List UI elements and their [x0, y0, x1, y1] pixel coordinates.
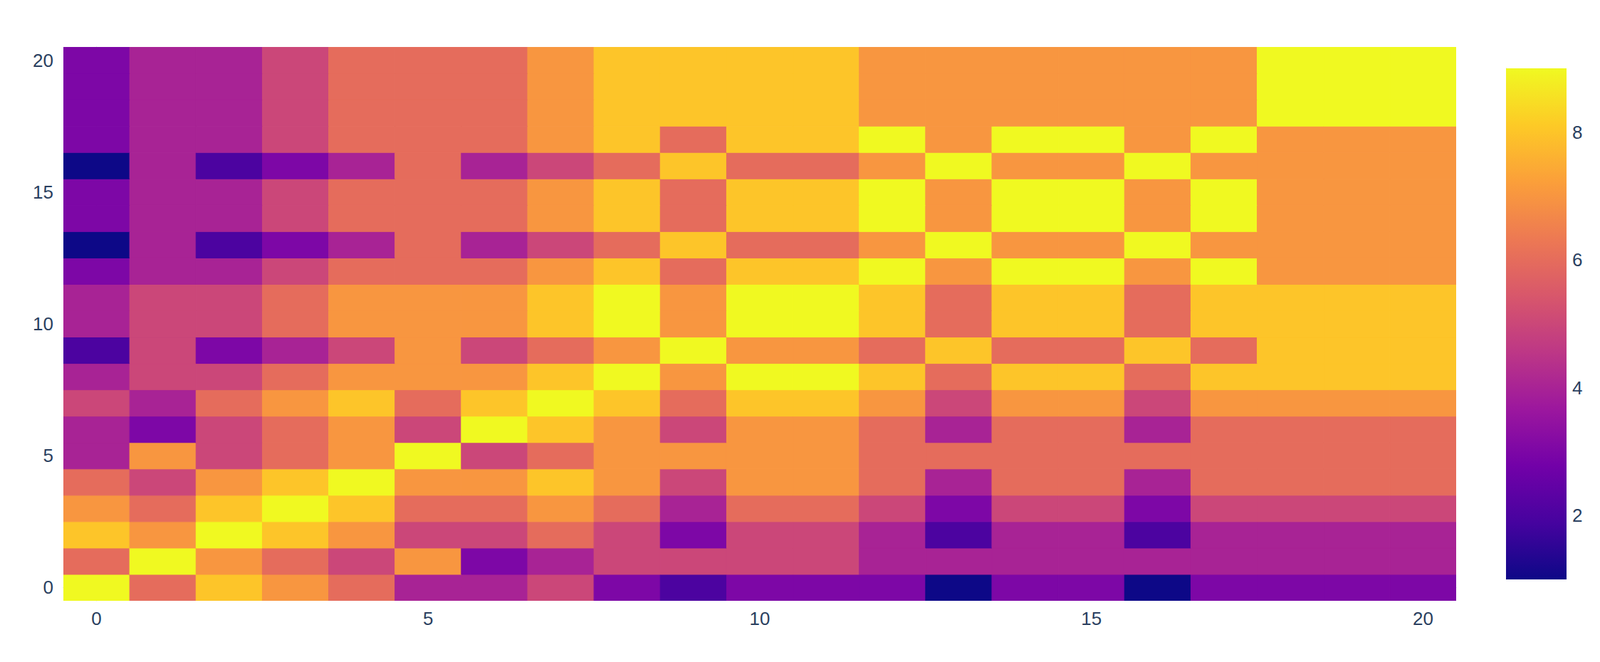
svg-text:10: 10	[749, 608, 771, 630]
svg-text:0: 0	[43, 576, 54, 599]
svg-text:5: 5	[422, 608, 433, 630]
svg-text:4: 4	[1572, 377, 1583, 399]
svg-text:0: 0	[91, 608, 102, 630]
svg-text:5: 5	[43, 445, 54, 467]
svg-text:20: 20	[32, 49, 54, 72]
svg-text:2: 2	[1572, 504, 1583, 527]
svg-text:6: 6	[1572, 249, 1583, 271]
svg-text:15: 15	[32, 181, 54, 203]
svg-text:20: 20	[1412, 608, 1434, 630]
svg-text:8: 8	[1572, 121, 1583, 144]
svg-text:15: 15	[1080, 608, 1102, 630]
svg-text:10: 10	[32, 313, 54, 335]
